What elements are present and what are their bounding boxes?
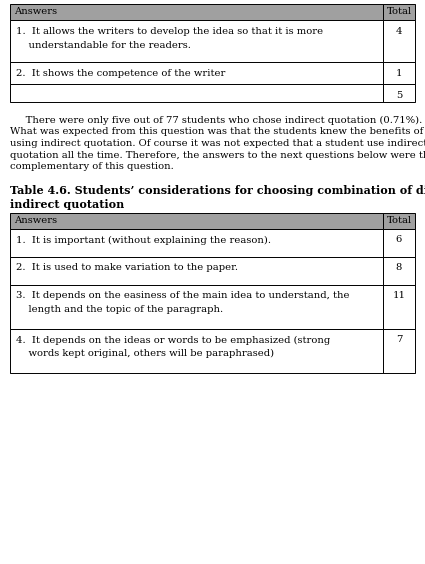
- Text: There were only five out of 77 students who chose indirect quotation (0.71%).: There were only five out of 77 students …: [10, 116, 422, 125]
- Bar: [10, 284, 383, 328]
- Bar: [10, 328, 383, 372]
- Text: 2.  It shows the competence of the writer: 2. It shows the competence of the writer: [16, 69, 225, 78]
- Bar: [383, 84, 415, 102]
- Text: 11: 11: [393, 292, 405, 301]
- Text: complementary of this question.: complementary of this question.: [10, 162, 174, 171]
- Bar: [383, 62, 415, 84]
- Bar: [10, 4, 383, 20]
- Text: 1.  It allows the writers to develop the idea so that it is more: 1. It allows the writers to develop the …: [16, 27, 323, 36]
- Bar: [10, 213, 383, 228]
- Bar: [10, 20, 383, 62]
- Text: Total: Total: [386, 216, 411, 225]
- Bar: [383, 4, 415, 20]
- Text: length and the topic of the paragraph.: length and the topic of the paragraph.: [16, 305, 223, 314]
- Bar: [383, 328, 415, 372]
- Text: 4: 4: [396, 27, 402, 36]
- Text: using indirect quotation. Of course it was not expected that a student use indir: using indirect quotation. Of course it w…: [10, 139, 425, 148]
- Text: Table 4.6. Students’ considerations for choosing combination of direct and: Table 4.6. Students’ considerations for …: [10, 186, 425, 196]
- Text: 1: 1: [396, 69, 402, 78]
- Text: 8: 8: [396, 263, 402, 272]
- Bar: [10, 62, 383, 84]
- Text: indirect quotation: indirect quotation: [10, 199, 124, 209]
- Text: 3.  It depends on the easiness of the main idea to understand, the: 3. It depends on the easiness of the mai…: [16, 292, 349, 301]
- Bar: [383, 284, 415, 328]
- Text: quotation all the time. Therefore, the answers to the next questions below were : quotation all the time. Therefore, the a…: [10, 151, 425, 160]
- Text: Answers: Answers: [14, 216, 57, 225]
- Bar: [10, 257, 383, 284]
- Text: Total: Total: [386, 7, 411, 16]
- Bar: [383, 20, 415, 62]
- Text: understandable for the readers.: understandable for the readers.: [16, 41, 191, 50]
- Bar: [383, 213, 415, 228]
- Text: Answers: Answers: [14, 7, 57, 16]
- Text: 4.  It depends on the ideas or words to be emphasized (strong: 4. It depends on the ideas or words to b…: [16, 336, 330, 345]
- Text: 1.  It is important (without explaining the reason).: 1. It is important (without explaining t…: [16, 236, 271, 245]
- Bar: [10, 84, 383, 102]
- Bar: [10, 228, 383, 257]
- Text: 2.  It is used to make variation to the paper.: 2. It is used to make variation to the p…: [16, 263, 238, 272]
- Text: 7: 7: [396, 336, 402, 345]
- Bar: [383, 257, 415, 284]
- Bar: [383, 228, 415, 257]
- Text: What was expected from this question was that the students knew the benefits of: What was expected from this question was…: [10, 127, 423, 136]
- Text: words kept original, others will be paraphrased): words kept original, others will be para…: [16, 349, 274, 358]
- Text: 6: 6: [396, 236, 402, 245]
- Text: 5: 5: [396, 91, 402, 100]
